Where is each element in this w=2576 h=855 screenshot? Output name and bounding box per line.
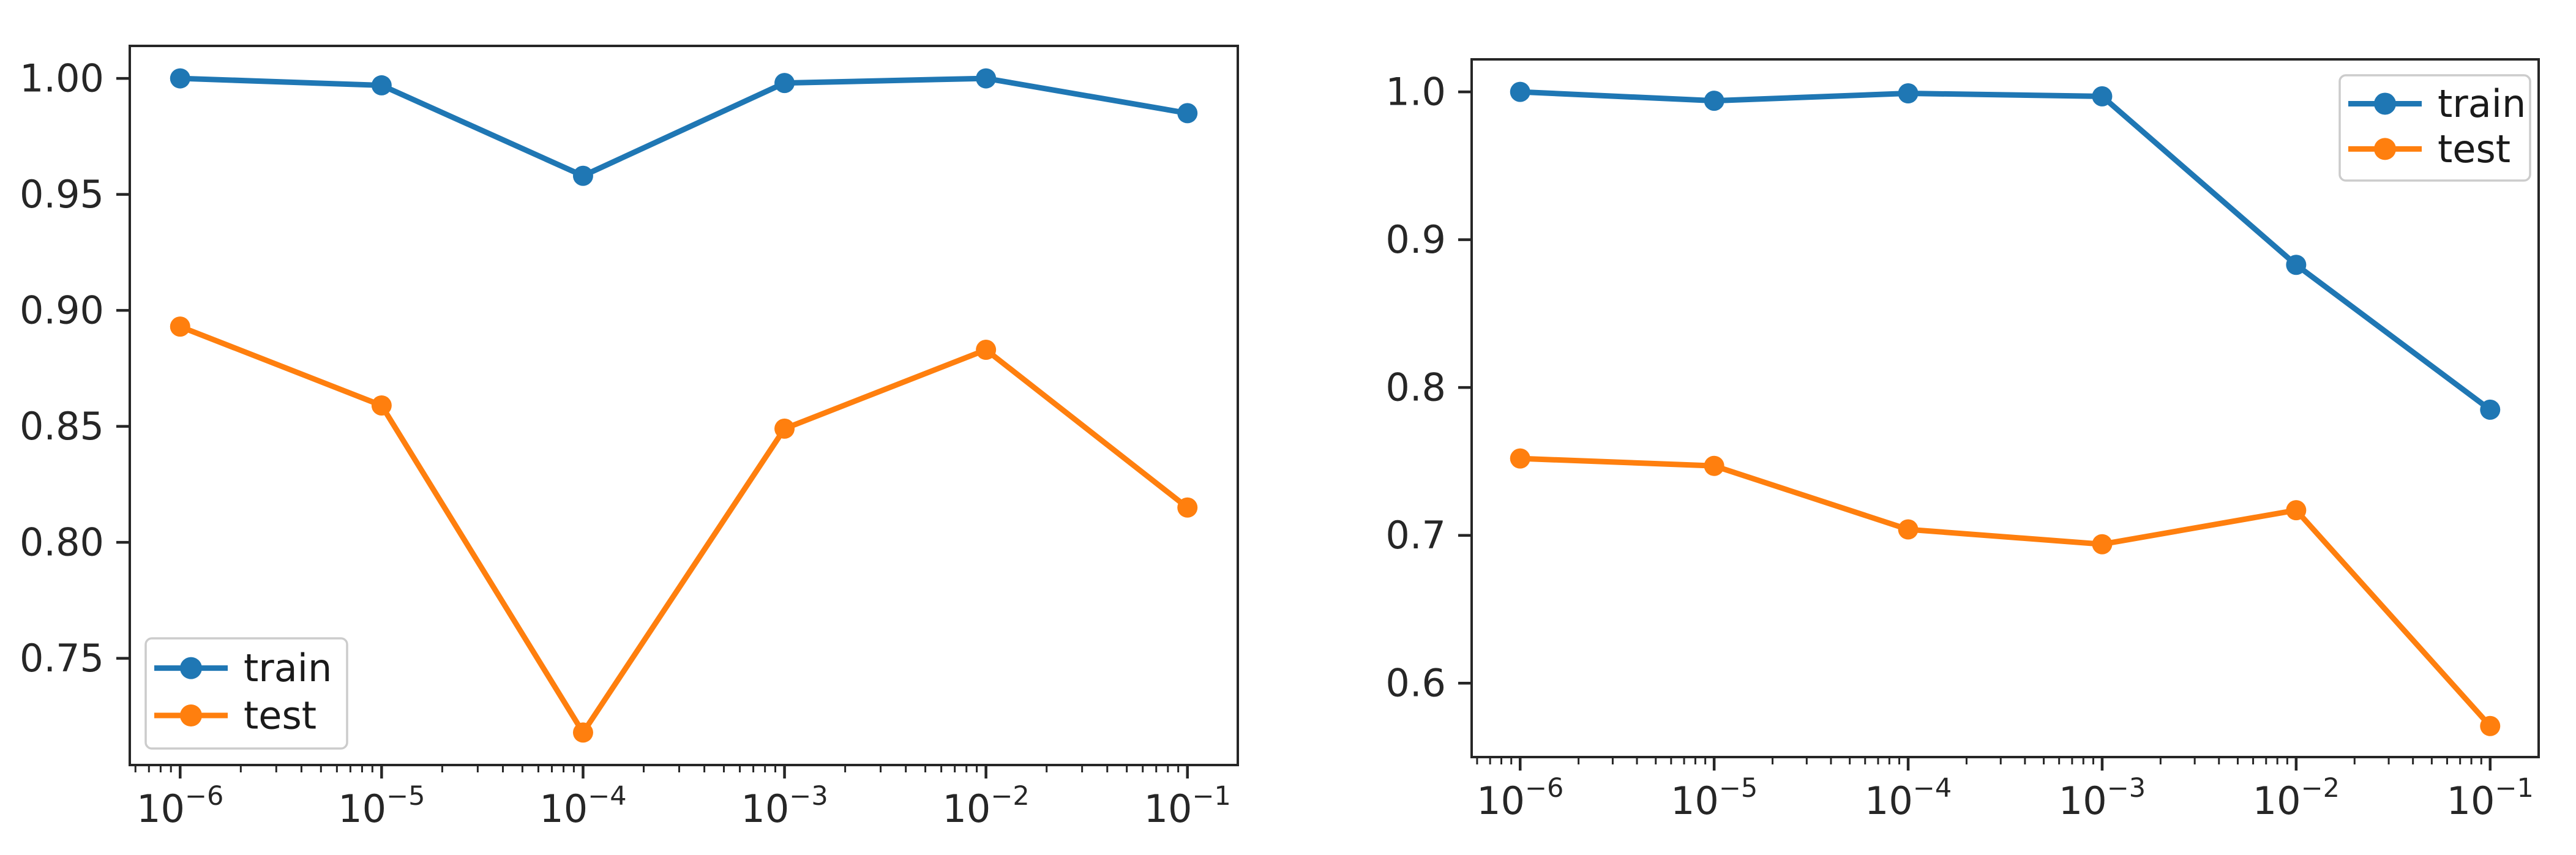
x-tick-label: 10−3 (741, 781, 828, 831)
train-marker (371, 75, 392, 95)
legend-marker (180, 704, 202, 726)
x-tick-label: 10−6 (1477, 773, 1563, 823)
train-marker (1704, 91, 1724, 111)
test-marker (1898, 519, 1919, 540)
train-marker (170, 68, 190, 89)
test-marker (170, 316, 190, 337)
plot-border (1470, 58, 2540, 758)
test-marker (371, 395, 392, 416)
y-tick-label: 0.9 (1385, 217, 1446, 262)
y-tick-label: 0.80 (20, 520, 104, 565)
y-tick-label: 0.8 (1385, 365, 1446, 410)
test-line (177, 324, 1191, 736)
y-axis: 1.0 0.9 0.8 0.7 0.6 (1385, 70, 1472, 706)
x-tick-label: 10−5 (1671, 773, 1758, 823)
test-marker (2480, 715, 2501, 736)
y-tick-label: 0.95 (20, 172, 104, 217)
chart-1: 10−6 10−5 10−4 10−3 10−2 10−1 1.00 0.95 0.90 0.85… (20, 45, 1239, 831)
legend-label: train (2438, 81, 2526, 126)
y-tick-label: 1.00 (20, 56, 104, 101)
test-marker (1510, 448, 1530, 469)
legend-entry-train: train (2348, 81, 2526, 126)
x-axis: 10−6 10−5 10−4 10−3 10−2 10−1 (134, 765, 1231, 831)
legend-entry-test: test (154, 693, 316, 738)
y-tick-label: 0.75 (20, 636, 104, 681)
train-marker (572, 165, 593, 186)
train-marker (976, 68, 997, 89)
plot-border (129, 45, 1239, 766)
x-tick-label: 10−5 (338, 781, 425, 831)
train-marker (774, 73, 795, 94)
test-marker (2286, 500, 2307, 521)
x-tick-label: 10−2 (942, 781, 1029, 831)
test-marker (774, 418, 795, 439)
x-tick-label: 10−3 (2059, 773, 2146, 823)
x-tick-label: 10−4 (539, 781, 626, 831)
test-marker (976, 340, 997, 360)
test-marker (572, 722, 593, 743)
x-tick-label: 10−1 (2447, 773, 2534, 823)
y-tick-label: 1.0 (1385, 70, 1446, 114)
x-axis: 10−6 10−5 10−4 10−3 10−2 10−1 (1476, 757, 2534, 823)
legend-label: train (244, 646, 332, 690)
test-marker (1177, 497, 1198, 518)
train-line (177, 75, 1191, 179)
train-marker (1510, 81, 1530, 102)
train-marker (2286, 255, 2307, 275)
train-marker (2092, 86, 2113, 106)
legend-label: test (2438, 127, 2510, 171)
legend-entry-train: train (154, 646, 332, 690)
legend-marker (2374, 138, 2396, 160)
test-marker (2092, 534, 2113, 554)
train-marker (1177, 103, 1198, 124)
y-tick-label: 0.6 (1385, 661, 1446, 706)
train-marker (2480, 399, 2501, 420)
y-tick-label: 0.85 (20, 404, 104, 449)
train-line (1517, 89, 2493, 413)
legend-marker (2374, 92, 2396, 115)
chart-2: 10−6 10−5 10−4 10−3 10−2 10−1 1.0 0.9 0.8 0.7 0.6 t… (1385, 58, 2540, 823)
x-tick-label: 10−4 (1865, 773, 1952, 823)
legend-entry-test: test (2348, 127, 2510, 171)
test-line (1517, 455, 2493, 729)
y-tick-label: 0.7 (1385, 513, 1446, 558)
x-tick-label: 10−1 (1144, 781, 1231, 831)
y-axis: 1.00 0.95 0.90 0.85 0.80 0.75 (20, 56, 130, 681)
train-marker (1898, 83, 1919, 104)
test-marker (1704, 455, 1724, 476)
x-tick-label: 10−6 (137, 781, 223, 831)
legend-label: test (244, 693, 316, 738)
y-tick-label: 0.90 (20, 288, 104, 333)
x-tick-label: 10−2 (2253, 773, 2340, 823)
legend-marker (180, 657, 202, 679)
